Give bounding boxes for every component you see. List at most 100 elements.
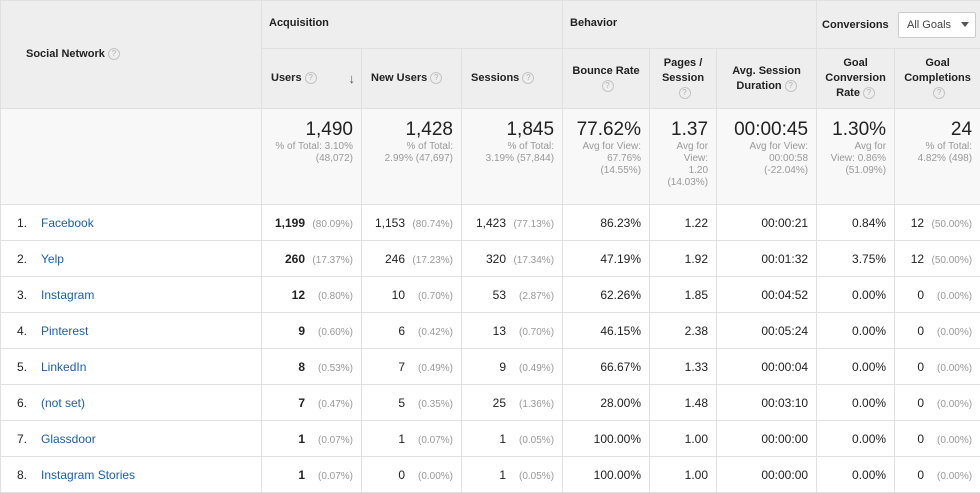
new-users-percent: (0.07%)	[417, 434, 453, 446]
goal-completions-percent: (0.00%)	[937, 326, 973, 338]
new-users-cell: 10 (0.70%)	[361, 276, 462, 313]
help-icon[interactable]: ?	[430, 72, 443, 85]
col-users[interactable]: Users? ↓	[261, 48, 362, 109]
goal-completions-cell: 0 (0.00%)	[894, 348, 980, 385]
help-icon[interactable]: ?	[304, 72, 317, 85]
goal-completions-percent: (0.00%)	[937, 398, 973, 410]
goal-completions-cell: 0 (0.00%)	[894, 312, 980, 349]
table-row: 5. LinkedIn 8 (0.53%) 7 (0.49%) 9 (0.49%) 66…	[0, 348, 980, 385]
goal-completions-cell: 12 (50.00%)	[894, 204, 980, 241]
row-index: 2.	[17, 251, 28, 266]
social-network-cell: 5. LinkedIn	[0, 348, 262, 385]
row-index: 8.	[17, 467, 28, 482]
chevron-down-icon	[961, 22, 970, 27]
users-cell: 7 (0.47%)	[261, 384, 362, 421]
col-users-label: Users	[271, 72, 302, 84]
goal-completions-percent: (0.00%)	[937, 362, 973, 374]
users-value: 8	[298, 359, 305, 374]
help-icon[interactable]: ?	[107, 48, 120, 61]
new-users-value: 10	[391, 287, 405, 302]
new-users-value: 5	[398, 395, 405, 410]
sessions-value: 25	[492, 395, 507, 410]
sessions-cell: 1,423 (77.13%)	[460, 204, 564, 241]
sort-arrow-icon[interactable]: ↓	[348, 71, 356, 86]
new-users-percent: (17.23%)	[412, 254, 453, 266]
col-sessions[interactable]: Sessions?	[460, 48, 564, 109]
users-cell: 8 (0.53%)	[261, 348, 362, 385]
social-network-link[interactable]: LinkedIn	[41, 359, 87, 374]
col-new-users-label: New Users	[371, 72, 428, 84]
new-users-value: 1	[398, 431, 405, 446]
users-percent: (80.09%)	[312, 218, 353, 230]
users-percent: (0.47%)	[317, 398, 353, 410]
goal-completions-value: 0	[917, 359, 925, 374]
users-percent: (0.60%)	[317, 326, 353, 338]
sessions-percent: (0.70%)	[519, 326, 555, 338]
table-row: 2. Yelp 260 (17.37%) 246 (17.23%) 320 (17.34…	[0, 240, 980, 277]
social-network-label: Social Network	[26, 48, 105, 60]
sessions-percent: (0.05%)	[519, 470, 555, 482]
help-icon[interactable]: ?	[784, 79, 797, 92]
users-value: 1	[298, 467, 305, 482]
col-goal-conversion-rate[interactable]: Goal Conversion Rate?	[816, 48, 896, 109]
bounce-rate-cell: 47.19%	[562, 240, 651, 277]
help-icon[interactable]: ?	[522, 72, 535, 85]
social-network-header[interactable]: Social Network?	[0, 0, 262, 109]
social-network-link[interactable]: (not set)	[41, 395, 86, 410]
social-network-link[interactable]: Yelp	[41, 251, 64, 266]
sessions-cell: 1 (0.05%)	[460, 420, 564, 457]
sessions-cell: 25 (1.36%)	[460, 384, 564, 421]
avg-session-duration-cell: 00:00:21	[716, 204, 818, 241]
goal-completions-percent: (50.00%)	[931, 254, 973, 266]
social-network-link[interactable]: Pinterest	[41, 323, 89, 338]
users-percent: (0.80%)	[317, 290, 353, 302]
totals-label-cell	[0, 108, 262, 205]
col-avg-session-duration[interactable]: Avg. Session Duration?	[716, 48, 818, 109]
bounce-rate-cell: 28.00%	[562, 384, 651, 421]
sessions-cell: 1 (0.05%)	[460, 456, 564, 493]
social-network-cell: 1. Facebook	[0, 204, 262, 241]
new-users-value: 7	[398, 359, 405, 374]
col-bounce-rate-label: Bounce Rate	[572, 64, 640, 77]
bounce-rate-cell: 66.67%	[562, 348, 651, 385]
sessions-cell: 53 (2.87%)	[460, 276, 564, 313]
social-network-cell: 8. Instagram Stories	[0, 456, 262, 493]
avg-session-duration-cell: 00:05:24	[716, 312, 818, 349]
help-icon[interactable]: ?	[862, 87, 875, 100]
total-goal-completions: 24 % of Total: 4.82% (498)	[894, 108, 980, 205]
goal-completions-percent: (50.00%)	[931, 218, 973, 230]
users-value: 7	[298, 395, 305, 410]
sessions-value: 1	[499, 467, 507, 482]
col-new-users[interactable]: New Users?	[361, 48, 462, 109]
col-goal-completions[interactable]: Goal Completions?	[894, 48, 980, 109]
col-bounce-rate[interactable]: Bounce Rate?	[562, 48, 651, 109]
bounce-rate-cell: 46.15%	[562, 312, 651, 349]
social-network-link[interactable]: Facebook	[41, 215, 94, 230]
new-users-cell: 246 (17.23%)	[361, 240, 462, 277]
new-users-cell: 0 (0.00%)	[361, 456, 462, 493]
users-percent: (0.07%)	[317, 470, 353, 482]
sessions-percent: (17.34%)	[513, 254, 555, 266]
goal-conversion-rate-cell: 0.84%	[816, 204, 896, 241]
new-users-cell: 5 (0.35%)	[361, 384, 462, 421]
social-network-link[interactable]: Instagram Stories	[41, 467, 136, 482]
col-pages-session[interactable]: Pages / Session?	[649, 48, 718, 109]
conversions-group-header: Conversions All Goals	[816, 0, 980, 49]
help-icon[interactable]: ?	[933, 87, 946, 100]
users-percent: (0.07%)	[317, 434, 353, 446]
sessions-value: 53	[492, 287, 507, 302]
sessions-value: 1,423	[476, 215, 507, 230]
goal-conversion-rate-cell: 0.00%	[816, 456, 896, 493]
goal-completions-cell: 12 (50.00%)	[894, 240, 980, 277]
goal-completions-value: 0	[917, 323, 925, 338]
total-sessions: 1,845 % of Total: 3.19% (57,844)	[460, 108, 564, 205]
help-icon[interactable]: ?	[601, 79, 614, 92]
table-row: 4. Pinterest 9 (0.60%) 6 (0.42%) 13 (0.70%) …	[0, 312, 980, 349]
social-network-link[interactable]: Instagram	[41, 287, 95, 302]
help-icon[interactable]: ?	[678, 87, 691, 100]
goal-completions-cell: 0 (0.00%)	[894, 384, 980, 421]
social-network-link[interactable]: Glassdoor	[41, 431, 96, 446]
goals-dropdown[interactable]: All Goals	[898, 11, 977, 38]
pages-session-cell: 1.48	[649, 384, 718, 421]
avg-session-duration-cell: 00:00:04	[716, 348, 818, 385]
